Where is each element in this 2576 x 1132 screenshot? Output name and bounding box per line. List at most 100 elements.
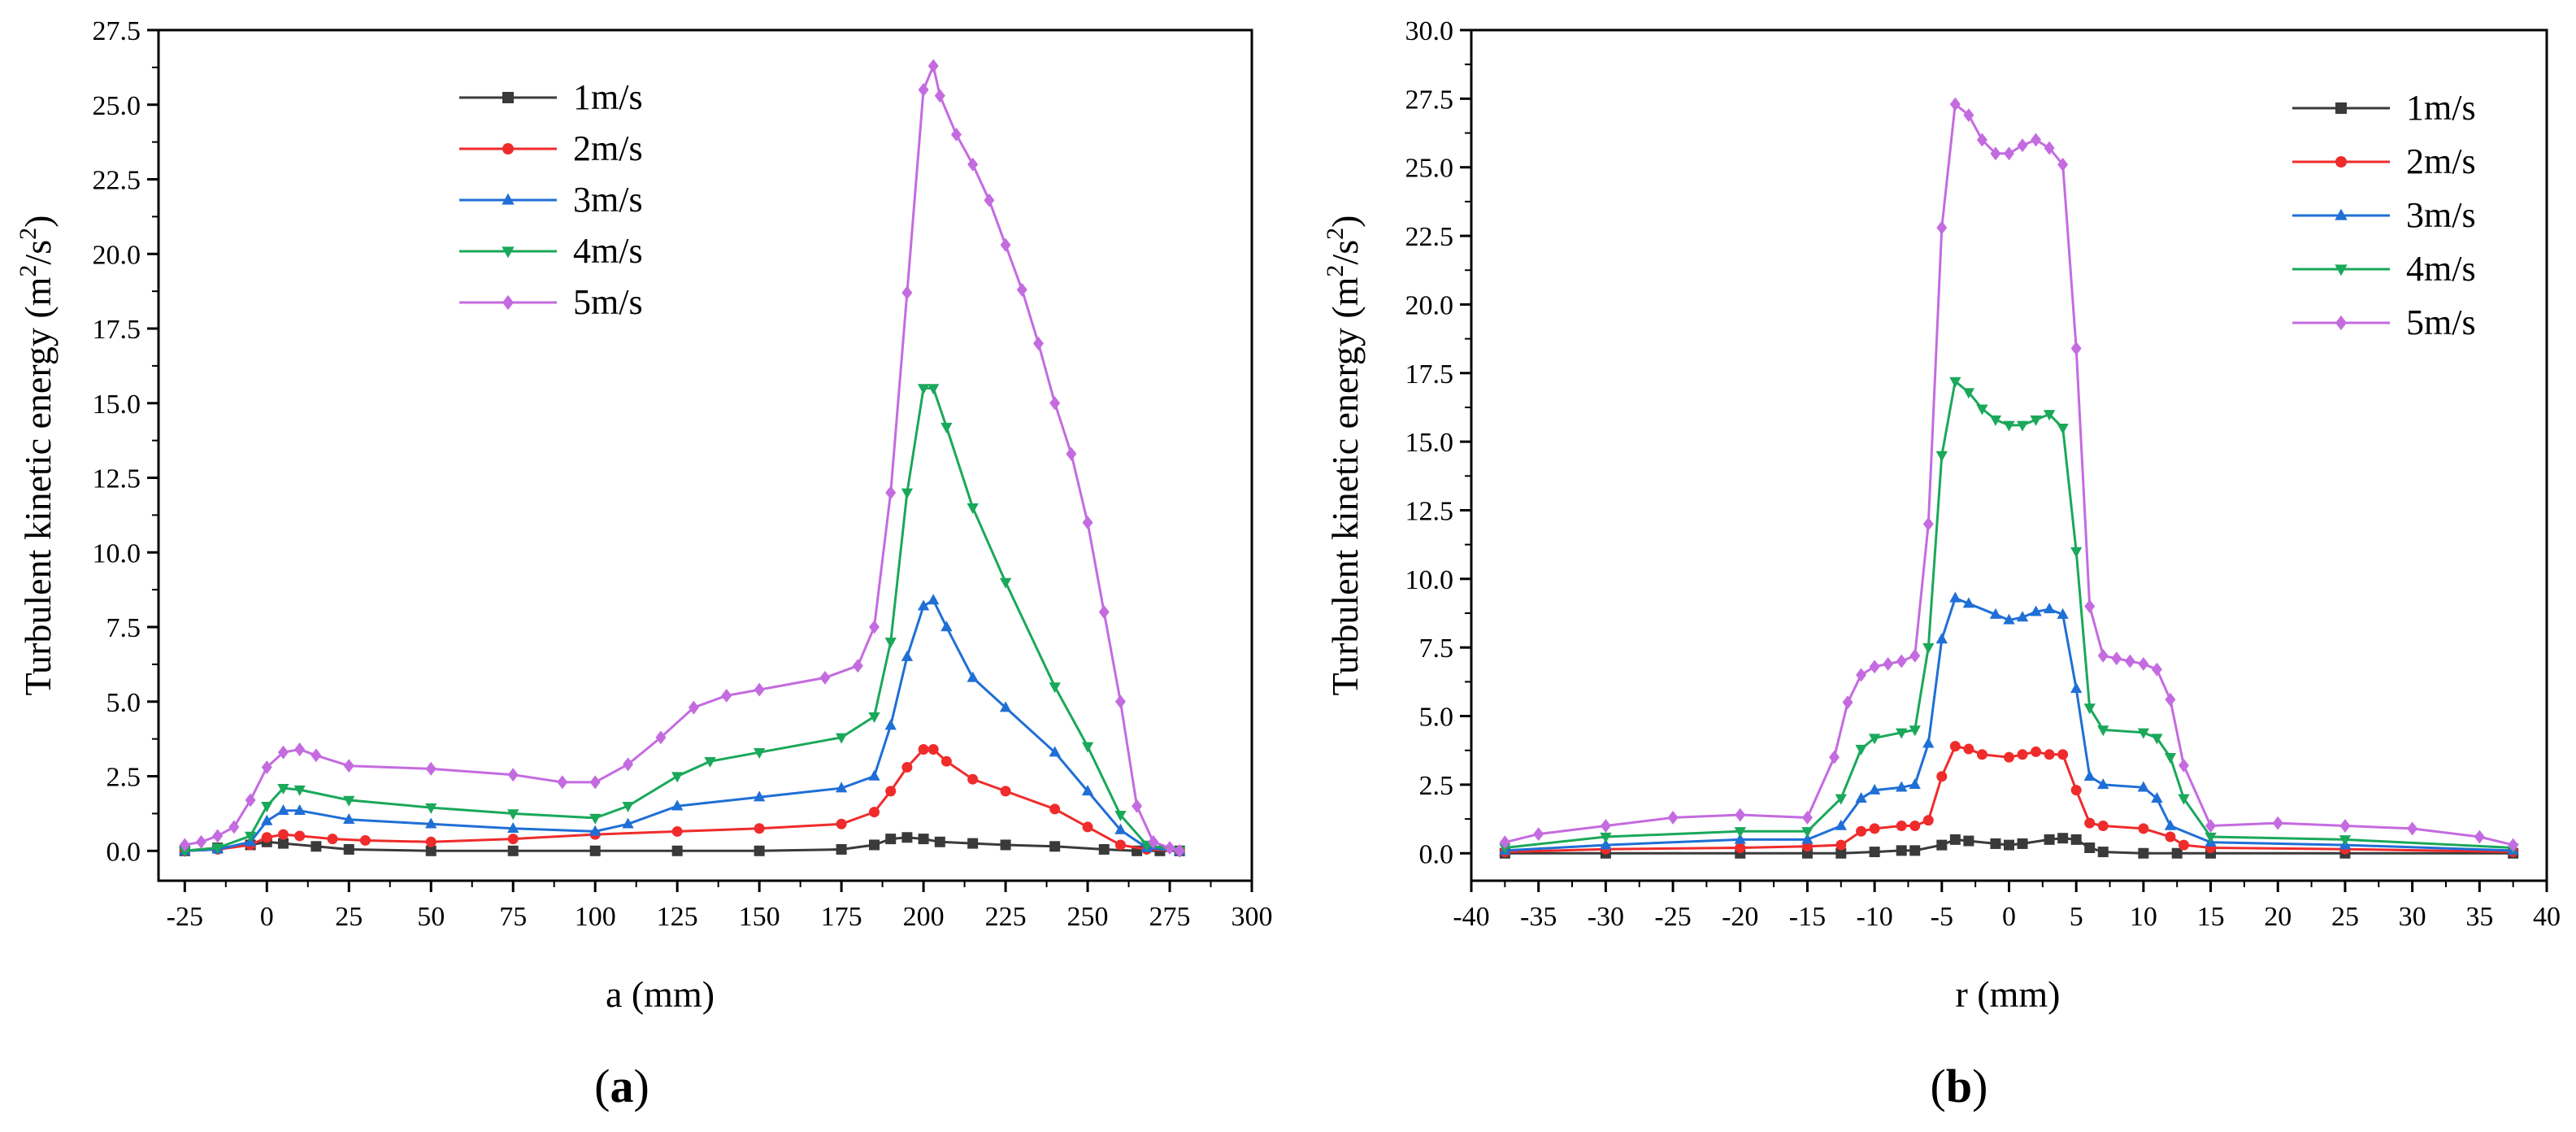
legend-label: 5m/s [573, 282, 643, 322]
data-point [425, 836, 437, 847]
series-line [1505, 596, 2513, 852]
data-point [1856, 825, 1867, 837]
x-tick-label: -30 [1588, 902, 1624, 932]
legend-marker [2335, 264, 2348, 276]
data-point [2030, 415, 2042, 426]
data-point [261, 802, 273, 813]
y-tick-label: 2.5 [106, 763, 141, 793]
legend-label: 5m/s [2406, 303, 2476, 342]
data-point [293, 785, 306, 796]
x-tick-label: 125 [657, 902, 698, 932]
x-tick-label: 25 [2331, 902, 2359, 932]
data-point [1963, 835, 1974, 847]
data-point [999, 701, 1012, 712]
x-tick-label: -35 [1520, 902, 1557, 932]
series-line [185, 598, 1180, 852]
legend-label: 2m/s [2406, 142, 2476, 181]
data-point [2111, 651, 2122, 666]
y-tick-label: 10.0 [93, 538, 141, 568]
data-point [294, 742, 306, 756]
data-point [1976, 749, 1987, 760]
data-point [1868, 783, 1881, 795]
series-5m-per-s [179, 59, 1185, 858]
data-point [2004, 751, 2014, 763]
x-tick-label: -20 [1722, 902, 1758, 932]
series-1m-per-s [179, 832, 1185, 856]
data-point [507, 845, 519, 856]
data-point [927, 744, 939, 755]
data-point [2097, 778, 2109, 790]
data-point [1949, 591, 1961, 603]
data-point [211, 843, 224, 855]
data-point [2474, 829, 2485, 844]
data-point [869, 807, 880, 818]
data-point [1735, 842, 1746, 854]
data-point [2070, 834, 2082, 845]
series-group-a [179, 59, 1186, 858]
legend-label: 4m/s [2406, 249, 2476, 289]
series-2m-per-s [1499, 741, 2519, 858]
data-point [1896, 654, 1907, 668]
data-point [359, 834, 371, 846]
data-point [2070, 682, 2083, 694]
data-point [2084, 817, 2096, 829]
data-point [2138, 823, 2149, 834]
data-point [836, 843, 847, 855]
data-point [754, 682, 765, 697]
data-point [1922, 516, 1934, 531]
data-point [721, 688, 732, 703]
legend-marker [502, 92, 514, 103]
data-point [868, 769, 880, 781]
data-point [2016, 420, 2029, 432]
data-point [819, 670, 831, 685]
data-point [754, 823, 765, 834]
data-point [2043, 410, 2056, 421]
data-point [343, 759, 354, 773]
data-point [1081, 742, 1094, 753]
data-point [311, 841, 322, 852]
data-point [1600, 838, 1612, 850]
x-tick-label: -25 [1654, 902, 1691, 932]
legend-label: 4m/s [573, 231, 643, 271]
data-point [2097, 821, 2109, 832]
data-point [1989, 607, 2002, 619]
data-point [1600, 819, 1611, 833]
x-tick-label: 5 [2070, 902, 2083, 932]
data-point [244, 831, 257, 842]
data-point [1949, 97, 1961, 111]
data-point [179, 847, 191, 858]
data-point [671, 825, 683, 837]
data-point [1949, 741, 1961, 752]
data-point [2057, 749, 2069, 760]
data-point [2407, 821, 2418, 836]
data-point [2138, 656, 2149, 671]
data-point [2084, 842, 2096, 854]
data-point [1499, 835, 1510, 850]
data-point [1962, 388, 1975, 399]
data-point [2044, 749, 2055, 760]
data-point [1114, 823, 1127, 834]
y-tick-label: 15.0 [1405, 428, 1454, 458]
data-point [212, 829, 224, 843]
data-point [2003, 613, 2015, 625]
data-point [2151, 734, 2163, 745]
data-point [1835, 847, 1847, 859]
data-point [261, 832, 272, 843]
data-point [2339, 819, 2351, 833]
x-tick-label: 10 [2130, 902, 2157, 932]
legend-marker [502, 294, 514, 311]
data-point [1132, 799, 1143, 813]
data-point [884, 719, 897, 730]
data-point [293, 803, 306, 815]
x-tick-label: 250 [1067, 902, 1109, 932]
data-point [836, 818, 847, 829]
data-point [901, 832, 913, 843]
data-point [927, 594, 940, 605]
data-point [967, 838, 979, 849]
data-point [984, 193, 995, 207]
data-point [277, 829, 289, 840]
data-point [918, 82, 929, 97]
data-point [277, 745, 289, 760]
data-point [1049, 746, 1061, 757]
data-point [1896, 728, 1908, 739]
